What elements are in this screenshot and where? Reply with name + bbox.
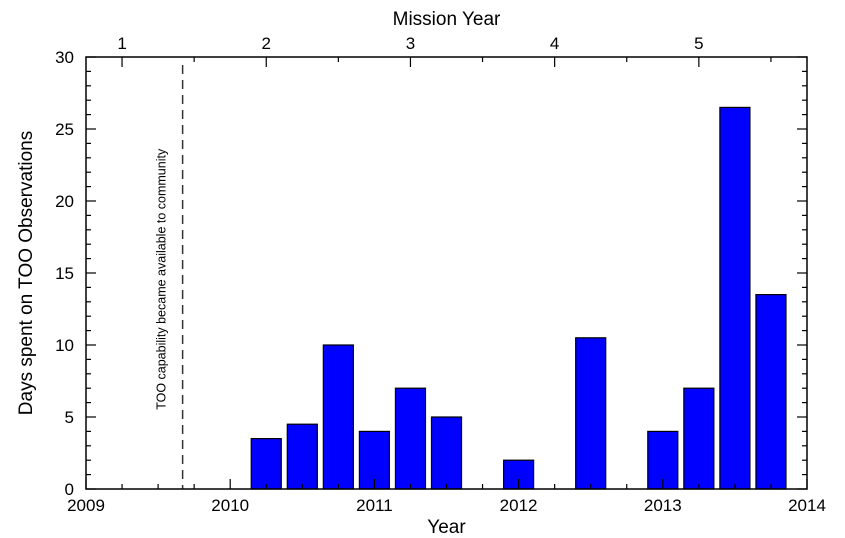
- y-axis-title: Days spent on TOO Observations: [16, 131, 37, 415]
- x-axis-title: Year: [427, 517, 466, 538]
- bar-11: [755, 294, 787, 490]
- y-tick-label: 25: [55, 120, 74, 139]
- plot-frame: [85, 56, 808, 490]
- bar-5: [430, 416, 463, 490]
- y-tick-label: 10: [55, 336, 74, 355]
- x-tick-label: 2014: [788, 496, 826, 515]
- top-tick-label: 5: [694, 34, 703, 53]
- top-tick-label: 4: [550, 34, 559, 53]
- top-axis-title: Mission Year: [393, 9, 501, 30]
- bar-0: [250, 438, 282, 490]
- y-tick-label: 20: [55, 192, 74, 211]
- tick-labels-group: 2009 2010 2011 2012 2013 2014 1 2 3 4 5 0 5 10 15 20 25 3…: [55, 34, 826, 515]
- bar-4: [394, 387, 427, 490]
- bar-9: [683, 387, 715, 490]
- top-tick-label: 2: [262, 34, 271, 53]
- top-tick-label: 3: [406, 34, 415, 53]
- top-tick-label: 1: [117, 34, 126, 53]
- y-tick-label: 0: [65, 480, 74, 499]
- bar-7: [575, 337, 607, 490]
- too-availability-annotation: TOO capability became available to commu…: [155, 148, 169, 410]
- x-tick-label: 2012: [500, 496, 538, 515]
- x-tick-label: 2010: [211, 496, 249, 515]
- y-tick-label: 5: [65, 408, 74, 427]
- bar-2: [322, 344, 354, 490]
- bar-1: [286, 423, 318, 490]
- y-tick-label: 30: [55, 48, 74, 67]
- x-tick-label: 2011: [356, 496, 393, 515]
- bars-group: [250, 106, 787, 490]
- x-tick-label: 2013: [644, 496, 682, 515]
- y-tick-label: 15: [55, 264, 74, 283]
- bar-10: [719, 106, 751, 490]
- x-tick-label: 2009: [67, 496, 105, 515]
